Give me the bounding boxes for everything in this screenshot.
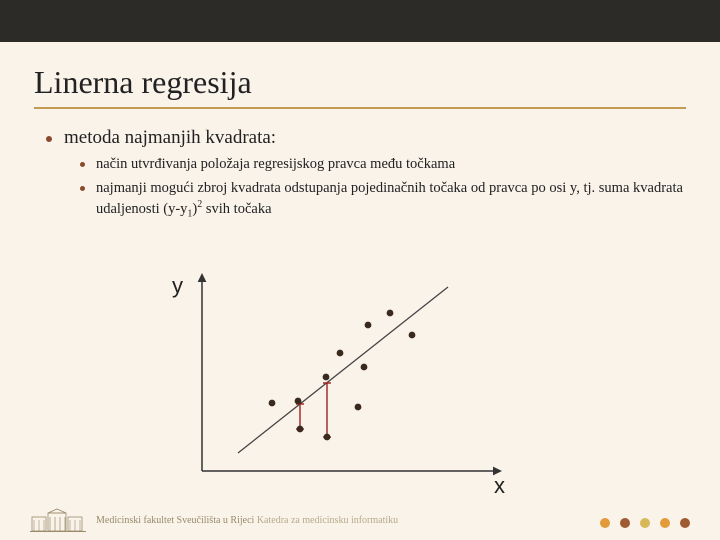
bullet-main: metoda najmanjih kvadrata: (46, 127, 686, 149)
chart-svg: yx (150, 265, 530, 495)
bullet-sub-2: najmanji mogući zbroj kvadrata odstupanj… (80, 179, 686, 222)
bullet-sub-2c: svih točaka (202, 201, 271, 217)
top-bar (0, 0, 720, 42)
footer-text-bold: Medicinski fakultet Sveučilišta u Rijeci (96, 515, 254, 526)
page-title: Linerna regresija (34, 64, 252, 101)
footer-building-icon (30, 507, 86, 533)
footer-text: Medicinski fakultet Sveučilišta u Rijeci… (96, 515, 398, 526)
footer: Medicinski fakultet Sveučilišta u Rijeci… (0, 500, 720, 540)
svg-text:y: y (172, 273, 183, 298)
footer-dot (660, 518, 670, 528)
svg-text:x: x (494, 473, 505, 495)
footer-text-light: Katedra za medicinsku informatiku (254, 515, 398, 526)
footer-dot (620, 518, 630, 528)
bullet-sub-2a: najmanji mogući zbroj kvadrata odstupanj… (96, 180, 683, 217)
footer-dot (600, 518, 610, 528)
bullet-sub-1: način utvrđivanja položaja regresijskog … (80, 155, 686, 175)
footer-dots (600, 518, 690, 528)
title-row: Linerna regresija (0, 42, 720, 107)
regression-chart: yx (150, 265, 530, 495)
footer-dot (680, 518, 690, 528)
footer-dot (640, 518, 650, 528)
title-underline (34, 107, 686, 109)
